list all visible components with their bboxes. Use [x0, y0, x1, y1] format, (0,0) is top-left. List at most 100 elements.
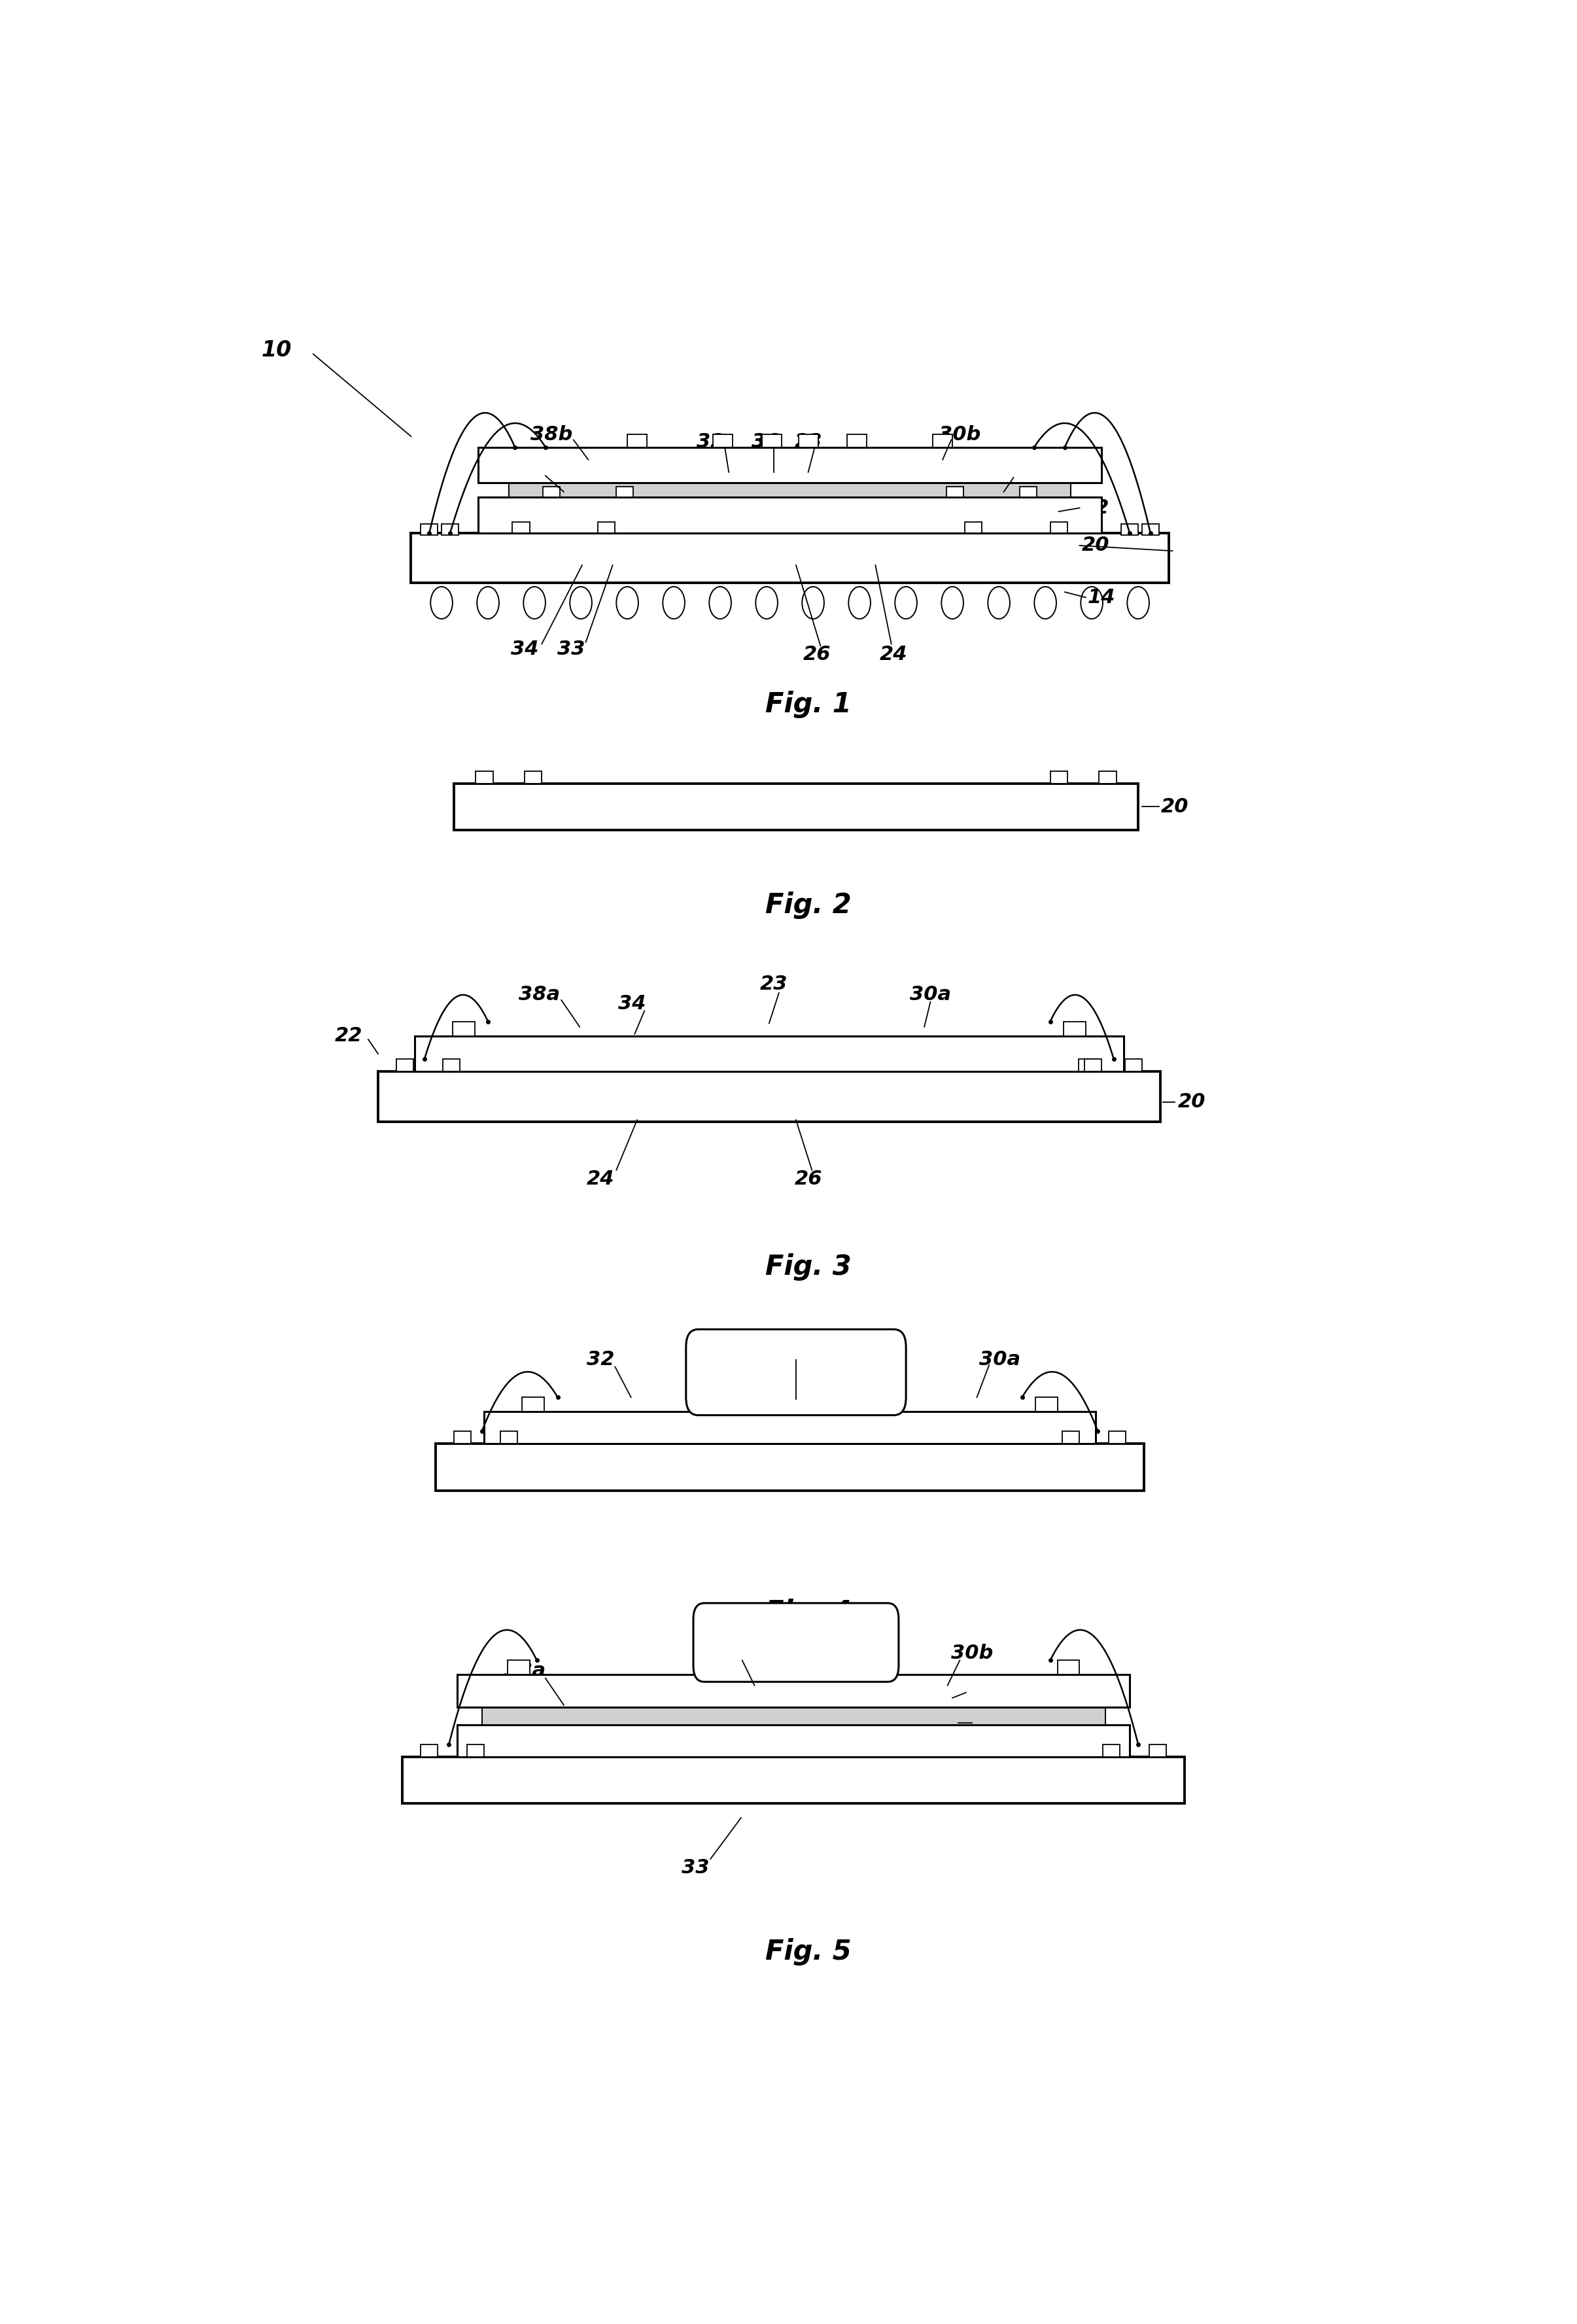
Text: 30b: 30b	[951, 1643, 994, 1662]
Circle shape	[569, 586, 591, 618]
Bar	[1102, 1745, 1120, 1757]
Bar	[946, 486, 964, 497]
Bar	[421, 523, 438, 535]
Bar	[798, 435, 818, 446]
Bar	[484, 1411, 1096, 1443]
Bar	[443, 1060, 460, 1071]
Text: 33: 33	[557, 639, 585, 658]
Text: 22: 22	[1082, 497, 1109, 518]
Text: 20: 20	[1178, 1092, 1206, 1111]
Bar	[457, 1724, 1129, 1757]
Text: 23: 23	[795, 432, 822, 451]
Text: 34: 34	[511, 639, 539, 658]
Bar	[1058, 1659, 1080, 1676]
Bar	[1124, 1060, 1142, 1071]
Bar	[442, 523, 459, 535]
Bar	[509, 483, 1071, 497]
Text: 30a: 30a	[1005, 462, 1047, 481]
Bar	[522, 1397, 544, 1411]
Circle shape	[662, 586, 684, 618]
Bar	[396, 1060, 413, 1071]
Text: 14: 14	[1088, 588, 1115, 607]
Text: Fig. 4: Fig. 4	[765, 1599, 852, 1627]
Circle shape	[710, 586, 732, 618]
Bar	[525, 772, 542, 783]
Text: 23: 23	[760, 974, 788, 992]
Bar	[598, 523, 615, 532]
Bar	[1063, 1432, 1080, 1443]
Text: 38a: 38a	[505, 1662, 546, 1680]
Bar	[1142, 523, 1159, 535]
Bar	[713, 435, 732, 446]
Text: 36: 36	[752, 432, 779, 451]
Text: 38a: 38a	[519, 985, 560, 1004]
Bar	[508, 1659, 530, 1676]
Text: 33: 33	[681, 1859, 710, 1878]
Bar	[1020, 486, 1036, 497]
Text: 35: 35	[774, 1343, 801, 1362]
Bar	[476, 772, 494, 783]
Bar	[415, 1037, 1123, 1071]
Bar	[435, 1443, 1145, 1490]
Bar	[467, 1745, 484, 1757]
Text: Fig. 5: Fig. 5	[765, 1938, 852, 1966]
Bar	[500, 1432, 517, 1443]
Text: 26: 26	[803, 646, 831, 665]
Text: 20: 20	[1161, 797, 1189, 816]
Circle shape	[1080, 586, 1102, 618]
Text: 32: 32	[714, 1643, 743, 1662]
Bar	[483, 1706, 1105, 1724]
Text: 22: 22	[334, 1027, 363, 1046]
Circle shape	[1035, 586, 1057, 618]
Circle shape	[1128, 586, 1150, 618]
Text: 26: 26	[795, 1169, 822, 1188]
Bar	[628, 435, 647, 446]
Bar	[1121, 523, 1139, 535]
Text: Fig. 2: Fig. 2	[765, 892, 852, 918]
Text: 35: 35	[965, 1678, 994, 1697]
Bar	[934, 435, 953, 446]
Bar	[378, 1071, 1161, 1122]
Bar	[1063, 1023, 1085, 1037]
Circle shape	[476, 586, 498, 618]
Bar	[478, 497, 1101, 532]
Circle shape	[524, 586, 546, 618]
Bar	[454, 1432, 472, 1443]
Bar	[847, 435, 867, 446]
Text: 24: 24	[880, 646, 908, 665]
Text: 32: 32	[587, 1350, 615, 1369]
FancyBboxPatch shape	[694, 1604, 899, 1683]
Bar	[1109, 1432, 1126, 1443]
Bar	[454, 783, 1139, 830]
Text: 30a: 30a	[979, 1350, 1020, 1369]
Bar	[412, 532, 1169, 583]
FancyBboxPatch shape	[686, 1329, 905, 1415]
Bar	[1050, 523, 1068, 532]
Bar	[453, 1023, 475, 1037]
Circle shape	[803, 586, 825, 618]
Text: Fig. 3: Fig. 3	[765, 1253, 852, 1281]
Bar	[478, 446, 1101, 483]
Circle shape	[755, 586, 777, 618]
Text: 38b: 38b	[530, 425, 572, 444]
Text: Fig. 1: Fig. 1	[765, 690, 852, 718]
Circle shape	[941, 586, 964, 618]
Bar	[1150, 1745, 1167, 1757]
Text: 10: 10	[262, 339, 292, 360]
Bar	[513, 523, 530, 532]
Bar	[1050, 772, 1068, 783]
Bar	[1099, 772, 1117, 783]
Text: 30a: 30a	[968, 1710, 1009, 1729]
Text: 20: 20	[1082, 537, 1109, 555]
Bar	[1085, 1060, 1101, 1071]
Circle shape	[848, 586, 871, 618]
Text: 30a: 30a	[910, 985, 951, 1004]
Circle shape	[431, 586, 453, 618]
Bar	[421, 1745, 438, 1757]
Bar	[457, 1676, 1129, 1706]
Text: 32: 32	[697, 432, 724, 451]
Bar	[402, 1757, 1184, 1803]
Circle shape	[896, 586, 916, 618]
Bar	[617, 486, 634, 497]
Bar	[1079, 1060, 1096, 1071]
